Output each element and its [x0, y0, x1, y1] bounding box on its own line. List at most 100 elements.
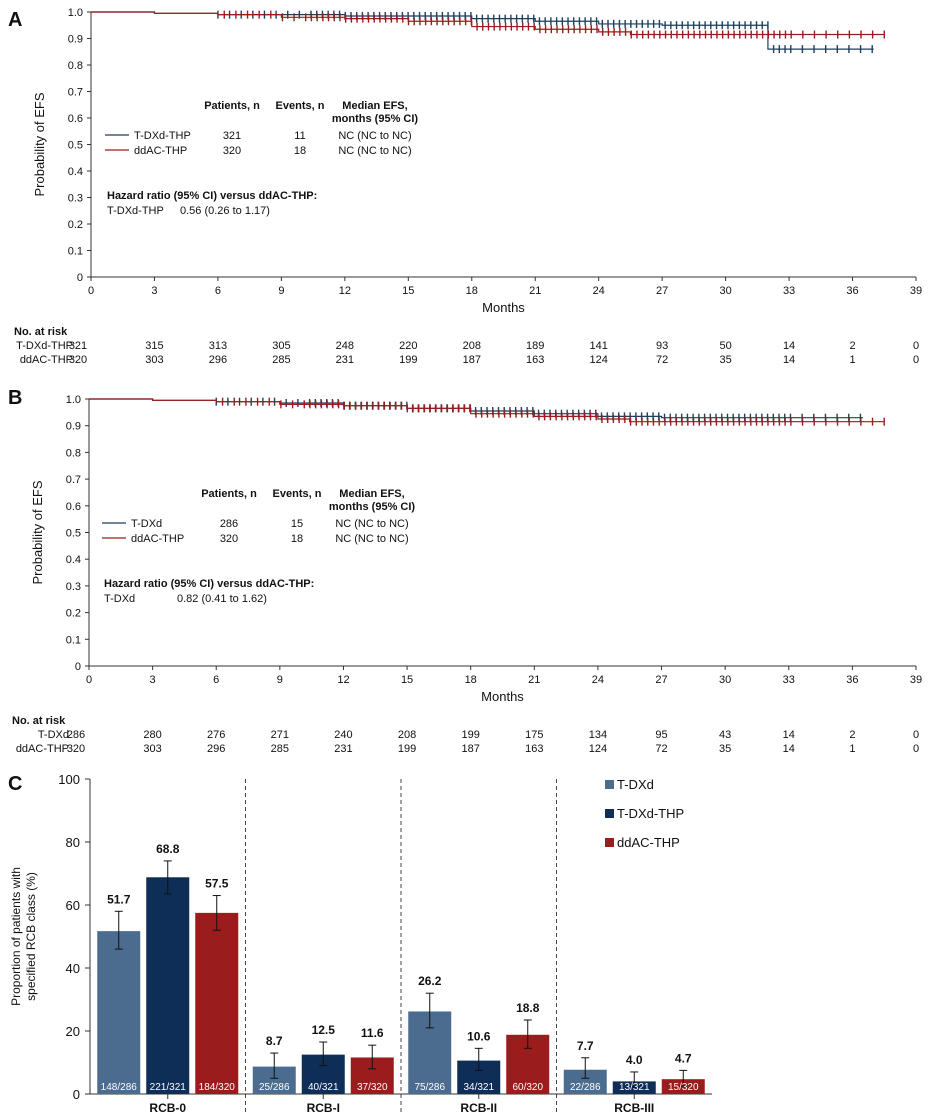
risk-count: 35	[719, 354, 731, 366]
y-tick-label: 0.4	[68, 166, 83, 178]
x-tick-label: 30	[719, 674, 731, 686]
x-tick-label: 36	[846, 674, 858, 686]
x-tick-label: 39	[910, 674, 922, 686]
x-tick-label: 12	[339, 285, 351, 297]
x-tick-label: 24	[592, 674, 604, 686]
risk-count: 14	[783, 729, 795, 741]
risk-count: 231	[334, 743, 352, 755]
legend-median: NC (NC to NC)	[335, 533, 408, 545]
legend-swatch-2	[605, 838, 614, 847]
x-tick-label: 0	[88, 285, 94, 297]
x-axis-title: Months	[482, 300, 525, 315]
bar-value-label: 10.6	[467, 1029, 491, 1043]
risk-count: 296	[209, 354, 227, 366]
risk-count: 199	[462, 729, 480, 741]
legend-header-events: Events, n	[276, 100, 325, 112]
legend-median: NC (NC to NC)	[338, 130, 411, 142]
risk-count: 271	[271, 729, 289, 741]
risk-count: 321	[69, 340, 87, 352]
bar-count-label: 15/320	[668, 1082, 699, 1093]
y-tick-label: 0.3	[68, 193, 83, 205]
risk-count: 248	[336, 340, 354, 352]
bar-t-dxd-thp	[146, 877, 190, 1094]
risk-table-title: No. at risk	[12, 715, 66, 727]
risk-count: 189	[526, 340, 544, 352]
panel-b-chart: 00.10.20.30.40.50.60.70.80.91.00 3 6 9 12 15 1…	[12, 394, 922, 755]
panel-c-chart: 0 20 40 60 80 100 Proportion of patients with s…	[9, 772, 712, 1115]
y-tick-label: 0.8	[66, 447, 81, 459]
legend-patients: 320	[223, 145, 241, 157]
panel-a-label: A	[8, 9, 22, 31]
risk-count: 72	[655, 743, 667, 755]
x-tick-label: 33	[783, 285, 795, 297]
risk-count: 0	[913, 729, 919, 741]
legend-header-patients: Patients, n	[204, 100, 260, 112]
legend-swatch-1	[605, 809, 614, 818]
x-tick-label: 12	[337, 674, 349, 686]
bar-value-label: 11.6	[361, 1026, 384, 1040]
y-tick-label: 1.0	[66, 394, 81, 406]
y-tick-label: 0.7	[68, 87, 83, 99]
x-tick-label: 15	[401, 674, 413, 686]
risk-count: 220	[399, 340, 417, 352]
risk-count: 240	[334, 729, 352, 741]
bar-value-label: 8.7	[266, 1034, 283, 1048]
y-tick-label: 0	[77, 272, 83, 284]
risk-count: 35	[719, 743, 731, 755]
y-tick-label: 60	[66, 898, 80, 913]
bar-count-label: 221/321	[150, 1082, 187, 1093]
risk-count: 285	[271, 743, 289, 755]
panel-c-label: C	[8, 773, 22, 795]
bar-count-label: 75/286	[414, 1082, 445, 1093]
y-axis-title: Proportion of patients with specified RCB…	[9, 867, 38, 1006]
risk-count: 286	[67, 729, 85, 741]
bar-count-label: 13/321	[619, 1082, 650, 1093]
risk-count: 285	[272, 354, 290, 366]
x-tick-label: 39	[910, 285, 922, 297]
bar-value-label: 26.2	[418, 974, 442, 988]
risk-table-title: No. at risk	[14, 326, 68, 338]
legend-events: 11	[294, 130, 305, 142]
y-tick-label: 1.0	[68, 7, 83, 19]
y-tick-label: 20	[66, 1024, 80, 1039]
bar-count-label: 34/321	[463, 1082, 494, 1093]
x-tick-label: 27	[655, 674, 667, 686]
risk-count: 14	[783, 354, 795, 366]
legend-series-name: ddAC-THP	[134, 145, 187, 157]
y-tick-label: 100	[58, 772, 80, 787]
hazard-ratio-title: Hazard ratio (95% CI) versus ddAC-THP:	[107, 190, 317, 202]
panel-b-label: B	[8, 387, 22, 409]
y-tick-label: 0.3	[66, 581, 81, 593]
risk-count: 2	[849, 729, 855, 741]
x-tick-label: 0	[86, 674, 92, 686]
risk-count: 72	[656, 354, 668, 366]
legend-header-patients: Patients, n	[201, 488, 257, 500]
y-axis-title: Probability of EFS	[32, 92, 47, 196]
risk-count: 208	[398, 729, 416, 741]
hazard-ratio-value: 0.82 (0.41 to 1.62)	[177, 593, 267, 605]
x-tick-label: 21	[529, 285, 541, 297]
hazard-ratio-label: T-DXd-THP	[107, 205, 164, 217]
risk-count: 187	[462, 743, 480, 755]
bar-value-label: 4.0	[626, 1053, 643, 1067]
y-tick-label: 0.1	[66, 634, 81, 646]
x-tick-label: 33	[783, 674, 795, 686]
censor-marks-1	[221, 397, 885, 426]
x-tick-label: 21	[528, 674, 540, 686]
x-tick-label: 3	[151, 285, 157, 297]
legend-label: ddAC-THP	[617, 835, 680, 850]
y-tick-label: 0.6	[66, 501, 81, 513]
legend-header-events: Events, n	[273, 488, 322, 500]
risk-count: 199	[398, 743, 416, 755]
x-tick-label: 6	[213, 674, 219, 686]
category-label: RCB-II	[460, 1101, 497, 1115]
risk-count: 175	[525, 729, 543, 741]
legend-patients: 320	[220, 533, 238, 545]
bar-count-label: 25/286	[259, 1082, 290, 1093]
risk-count: 93	[656, 340, 668, 352]
risk-count: 163	[525, 743, 543, 755]
risk-count: 296	[207, 743, 225, 755]
legend-events: 15	[291, 518, 303, 530]
risk-count: 276	[207, 729, 225, 741]
